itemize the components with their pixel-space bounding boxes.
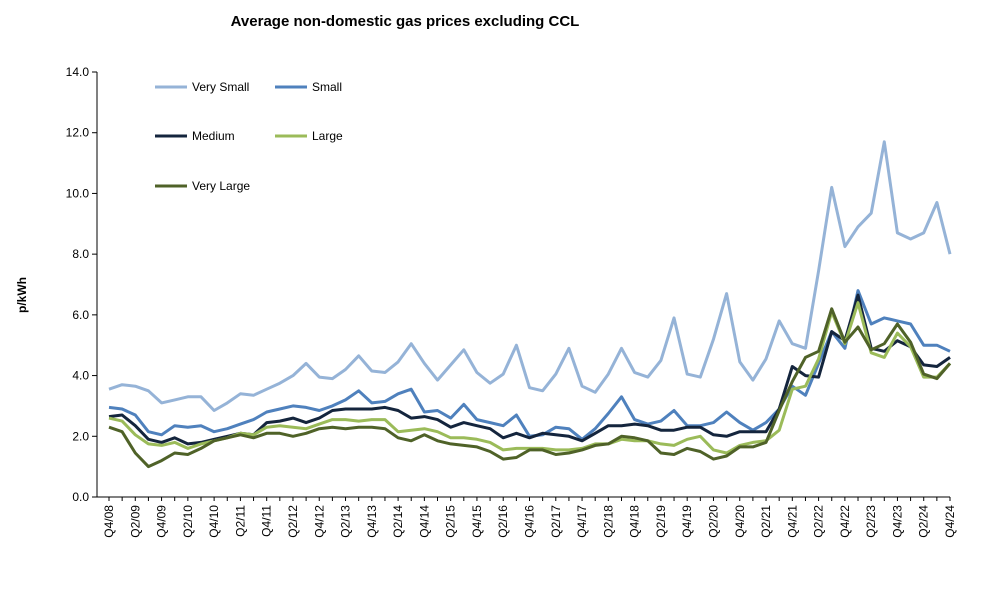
x-tick-label: Q2/16 <box>496 505 510 538</box>
y-tick-label: 6.0 <box>72 308 89 322</box>
x-tick-label: Q2/19 <box>654 505 668 538</box>
legend-label: Very Large <box>192 179 250 193</box>
x-tick-label: Q4/14 <box>417 505 431 538</box>
x-tick-label: Q4/20 <box>733 505 747 538</box>
x-tick-label: Q4/13 <box>365 505 379 538</box>
x-tick-label: Q4/21 <box>785 505 799 538</box>
series-line-very-large <box>108 307 952 469</box>
legend-label: Large <box>312 129 343 143</box>
x-tick-label: Q4/19 <box>680 505 694 538</box>
chart-title: Average non-domestic gas prices excludin… <box>230 13 580 30</box>
x-tick-label: Q2/18 <box>601 505 615 538</box>
y-tick-label: 12.0 <box>66 126 90 140</box>
x-tick-label: Q2/22 <box>812 505 826 538</box>
x-tick-label: Q2/24 <box>917 505 931 538</box>
y-tick-label: 0.0 <box>72 490 89 504</box>
y-tick-label: 4.0 <box>72 369 89 383</box>
x-tick-label: Q2/20 <box>706 505 720 538</box>
x-tick-label: Q4/23 <box>890 505 904 538</box>
x-tick-label: Q4/16 <box>523 505 537 538</box>
x-tick-label: Q2/11 <box>233 505 247 537</box>
x-tick-label: Q2/17 <box>549 505 563 538</box>
series-lines <box>108 140 952 469</box>
legend-label: Small <box>312 80 342 94</box>
series-line-small <box>108 289 951 441</box>
legend: Very Small Small Medium Large Very Large <box>155 80 343 193</box>
x-tick-label: Q4/09 <box>155 505 169 538</box>
x-tick-label: Q4/17 <box>575 505 589 538</box>
x-tick-label: Q2/12 <box>286 505 300 538</box>
x-tick-label: Q4/18 <box>628 505 642 538</box>
x-tick-label: Q4/10 <box>207 505 221 538</box>
legend-label: Medium <box>192 129 235 143</box>
x-tick-label: Q4/08 <box>102 505 116 538</box>
x-tick-label: Q2/13 <box>339 505 353 538</box>
series-line-very-small <box>108 140 952 412</box>
x-tick-label: Q2/21 <box>759 505 773 538</box>
x-ticks: Q4/08 Q2/09 Q4/09 Q2/10 Q4/10 Q2/11 Q4/11 Q2/12… <box>102 497 957 538</box>
x-tick-label: Q4/15 <box>470 505 484 538</box>
x-tick-label: Q2/09 <box>128 505 142 538</box>
legend-label: Very Small <box>192 80 249 94</box>
y-tick-label: 14.0 <box>66 65 90 79</box>
x-tick-label: Q2/10 <box>181 505 195 538</box>
x-tick-label: Q4/11 <box>260 505 274 537</box>
x-tick-label: Q4/24 <box>943 505 957 538</box>
x-tick-label: Q4/22 <box>838 505 852 538</box>
x-tick-label: Q2/15 <box>444 505 458 538</box>
y-tick-label: 10.0 <box>66 186 90 200</box>
axes <box>96 72 950 498</box>
y-tick-label: 2.0 <box>72 429 89 443</box>
series-line-medium <box>108 293 951 446</box>
x-tick-label: Q4/12 <box>312 505 326 538</box>
y-tick-label: 8.0 <box>72 247 89 261</box>
x-tick-label: Q2/23 <box>864 505 878 538</box>
series-line-large <box>108 301 952 455</box>
x-tick-label: Q2/14 <box>391 505 405 538</box>
y-ticks: 0.0 2.0 4.0 6.0 8.0 10.0 12.0 14.0 <box>66 65 97 504</box>
